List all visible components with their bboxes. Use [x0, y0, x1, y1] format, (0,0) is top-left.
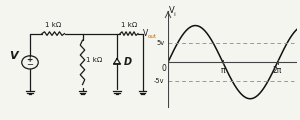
Text: 0: 0: [162, 64, 167, 73]
Text: +: +: [26, 55, 32, 64]
Text: π: π: [220, 66, 225, 75]
Text: −: −: [26, 60, 33, 70]
Text: V: V: [143, 29, 148, 38]
Text: i: i: [173, 12, 175, 17]
Text: 1 kΩ: 1 kΩ: [86, 57, 103, 63]
Text: 5v: 5v: [156, 40, 164, 46]
Text: 1 kΩ: 1 kΩ: [121, 22, 137, 28]
Text: V: V: [169, 6, 175, 15]
Text: -5v: -5v: [154, 78, 164, 84]
Text: V: V: [9, 51, 18, 61]
Text: 1 kΩ: 1 kΩ: [45, 22, 62, 28]
Text: D: D: [124, 57, 132, 67]
Text: 2π: 2π: [273, 66, 282, 75]
Text: out: out: [148, 33, 157, 39]
